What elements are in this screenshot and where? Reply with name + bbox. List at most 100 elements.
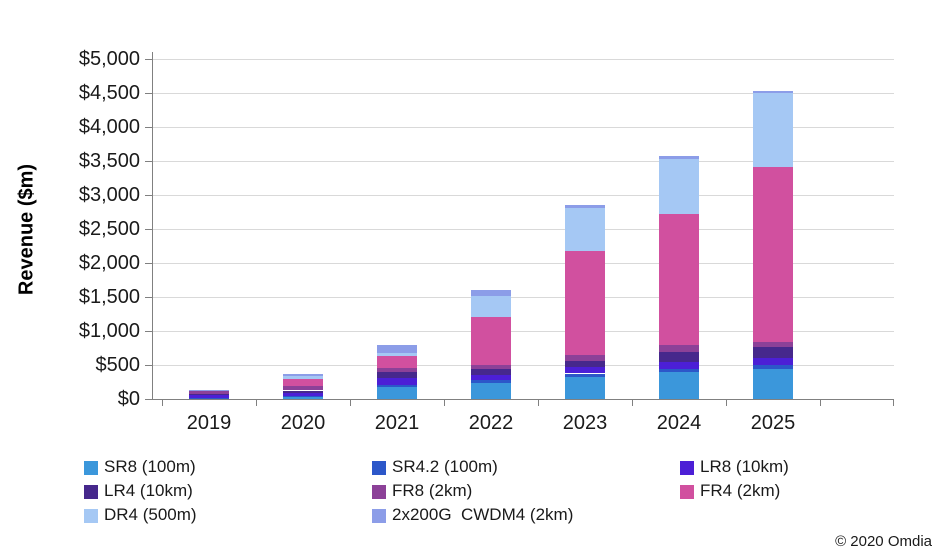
bar-segment-dr4-2020 xyxy=(283,375,323,379)
bar-segment-dr4-2021 xyxy=(377,353,417,357)
bar-segment-fr4-2021 xyxy=(377,356,417,369)
gridline xyxy=(152,331,894,332)
bar-segment-sr4.2-2025 xyxy=(753,365,793,370)
x-axis-category-label: 2023 xyxy=(562,412,608,434)
bar-segment-dr4-2024 xyxy=(659,158,699,214)
y-axis-tick-label: $2,000 xyxy=(78,252,140,274)
legend-label: SR8 (100m) xyxy=(104,457,196,476)
y-axis-tick xyxy=(145,229,152,230)
bar-segment-lr8-2024 xyxy=(659,362,699,370)
y-axis-line xyxy=(152,52,153,400)
gridline xyxy=(152,229,894,230)
legend-swatch-icon xyxy=(680,460,694,475)
x-axis-category-label: 2021 xyxy=(374,412,420,434)
bar-segment-2x200g-2023 xyxy=(565,204,605,208)
legend-label: LR8 (10km) xyxy=(700,457,789,476)
y-axis-title: Revenue ($m) xyxy=(15,163,38,296)
legend-item: 2x200G CWDM4 (2km) xyxy=(372,505,680,525)
bar-segment-2x200g-2022 xyxy=(471,290,511,297)
y-axis-tick-label: $4,500 xyxy=(78,82,140,104)
legend-item: SR8 (100m) xyxy=(84,457,372,477)
bar-segment-sr8-2025 xyxy=(753,369,793,399)
bar-segment-lr4-2020 xyxy=(283,390,323,394)
legend-item: FR8 (2km) xyxy=(372,481,680,501)
bar-segment-2x200g-2020 xyxy=(283,373,323,376)
x-axis-tick xyxy=(444,399,445,406)
bar-segment-fr8-2025 xyxy=(753,341,793,348)
x-axis-tick xyxy=(893,399,894,406)
legend-label: LR4 (10km) xyxy=(104,481,193,500)
bar-segment-sr4.2-2024 xyxy=(659,369,699,373)
x-axis-tick xyxy=(538,399,539,406)
y-axis-tick-label: $1,000 xyxy=(78,320,140,342)
y-axis-tick xyxy=(145,161,152,162)
y-axis-tick xyxy=(145,59,152,60)
y-axis-tick-label: $2,500 xyxy=(78,218,140,240)
chart-legend: SR8 (100m) SR4.2 (100m) LR8 (10km) LR4 (10k… xyxy=(84,457,914,525)
y-axis-tick-label: $500 xyxy=(95,354,141,376)
y-axis-tick xyxy=(145,365,152,366)
bar-segment-sr8-2021 xyxy=(377,386,417,399)
legend-item: LR4 (10km) xyxy=(84,481,372,501)
legend-item: FR4 (2km) xyxy=(680,481,914,501)
bar-segment-fr4-2019 xyxy=(189,390,229,391)
bar-segment-fr8-2023 xyxy=(565,355,605,361)
y-axis-tick-label: $0 xyxy=(117,388,140,410)
x-axis-category-label: 2019 xyxy=(186,412,232,434)
bar-segment-lr8-2023 xyxy=(565,367,605,374)
legend-label: FR4 (2km) xyxy=(700,481,781,500)
y-axis-tick xyxy=(145,93,152,94)
gridline xyxy=(152,297,894,298)
y-axis-tick xyxy=(145,195,152,196)
legend-swatch-icon xyxy=(680,484,694,499)
bar-segment-sr8-2022 xyxy=(471,382,511,399)
bar-segment-lr4-2024 xyxy=(659,351,699,363)
y-axis-tick-label: $3,000 xyxy=(78,184,140,206)
x-axis-tick xyxy=(256,399,257,406)
bar-segment-fr8-2020 xyxy=(283,385,323,391)
bar-segment-sr8-2024 xyxy=(659,372,699,399)
bar-segment-fr8-2021 xyxy=(377,368,417,373)
gridline xyxy=(152,263,894,264)
legend-swatch-icon xyxy=(84,484,98,499)
gridline xyxy=(152,59,894,60)
x-axis-tick xyxy=(350,399,351,406)
legend-label: 2x200G CWDM4 (2km) xyxy=(392,505,574,524)
y-axis-tick-label: $1,500 xyxy=(78,286,140,308)
bar-segment-dr4-2025 xyxy=(753,93,793,168)
bar-segment-fr8-2024 xyxy=(659,344,699,352)
legend-swatch-icon xyxy=(84,508,98,523)
y-axis-tick-label: $5,000 xyxy=(78,48,140,70)
bar-segment-dr4-2023 xyxy=(565,207,605,251)
y-axis-tick-label: $3,500 xyxy=(78,150,140,172)
legend-item: SR4.2 (100m) xyxy=(372,457,680,477)
bar-segment-lr4-2021 xyxy=(377,372,417,378)
x-axis-category-label: 2020 xyxy=(280,412,326,434)
bar-segment-lr4-2022 xyxy=(471,369,511,375)
bar-segment-fr4-2023 xyxy=(565,250,605,356)
x-axis-tick xyxy=(820,399,821,406)
bar-segment-dr4-2022 xyxy=(471,296,511,318)
legend-swatch-icon xyxy=(372,484,386,499)
bar-segment-fr4-2020 xyxy=(283,378,323,386)
bar-segment-lr8-2022 xyxy=(471,374,511,380)
x-axis-category-label: 2022 xyxy=(468,412,514,434)
bar-segment-lr4-2023 xyxy=(565,360,605,368)
bar-segment-lr4-2025 xyxy=(753,347,793,359)
x-axis-category-label: 2024 xyxy=(656,412,702,434)
legend-swatch-icon xyxy=(372,508,386,523)
bar-segment-sr4.2-2023 xyxy=(565,373,605,377)
x-axis-category-label: 2025 xyxy=(750,412,796,434)
x-axis-tick xyxy=(726,399,727,406)
x-axis-tick xyxy=(632,399,633,406)
bar-segment-sr8-2019 xyxy=(189,398,229,399)
bar-segment-fr4-2024 xyxy=(659,213,699,345)
y-axis-tick xyxy=(145,263,152,264)
bar-segment-lr8-2025 xyxy=(753,358,793,365)
x-axis-line xyxy=(152,399,894,400)
bar-segment-sr8-2023 xyxy=(565,376,605,399)
y-axis-tick-label: $4,000 xyxy=(78,116,140,138)
y-axis-tick xyxy=(145,297,152,298)
bar-segment-2x200g-2025 xyxy=(753,90,793,93)
